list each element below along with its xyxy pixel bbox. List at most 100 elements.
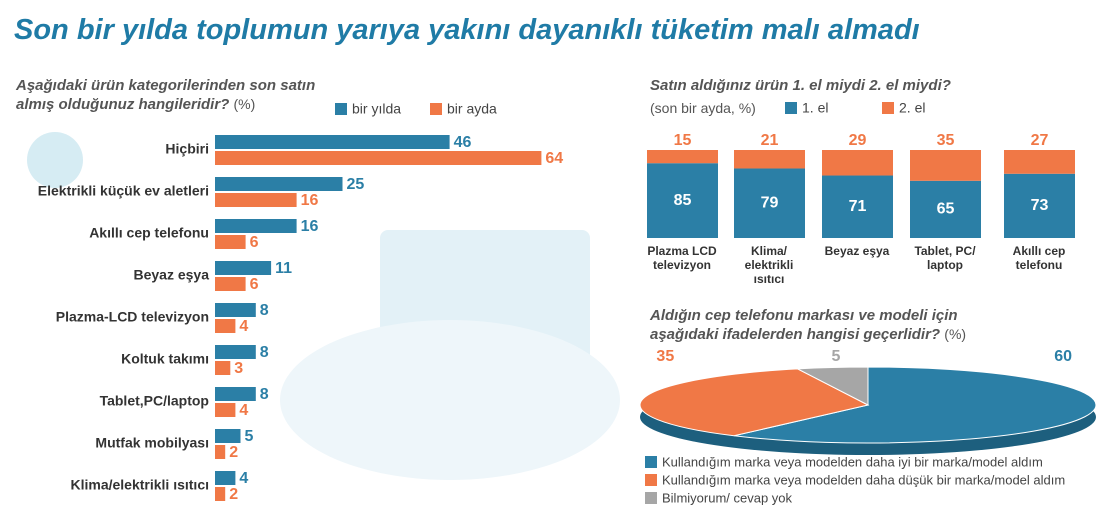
legend-label: bir yılda [352, 101, 401, 117]
bar-segment [734, 168, 805, 238]
bar [215, 235, 246, 249]
bar [215, 193, 297, 207]
legend-label: Bilmiyorum/ cevap yok [662, 490, 793, 505]
question: Satın aldığınız ürün 1. el miydi 2. el m… [650, 77, 951, 94]
category-label: Hiçbiri [165, 141, 209, 157]
value-label: 29 [849, 132, 867, 149]
unit: (%) [944, 326, 967, 342]
value-label: 6 [250, 276, 259, 293]
legend-swatch [785, 102, 797, 114]
bar [215, 445, 226, 459]
bar-segment [647, 150, 718, 164]
unit: (%) [233, 96, 256, 112]
bar-segment [910, 150, 981, 181]
question-text: Aşağıdaki ürün kategorilerinden son satı… [16, 77, 316, 113]
pie-slice [733, 366, 1097, 444]
category-label: Akıllı cep telefonu [89, 225, 209, 241]
bar [215, 471, 236, 485]
value-label: 64 [545, 150, 563, 167]
bar-segment [822, 175, 893, 238]
pie-slice [795, 366, 869, 406]
bar [215, 277, 246, 291]
bar [215, 319, 236, 333]
value-label: 8 [260, 386, 269, 403]
bar [215, 429, 241, 443]
value-label: 27 [1031, 132, 1049, 149]
value-label: 4 [239, 402, 248, 419]
value-label: 46 [454, 134, 472, 151]
value-label: 11 [275, 260, 292, 277]
bar [215, 361, 231, 375]
bar-segment [1004, 150, 1075, 174]
value-label: 4 [239, 470, 248, 487]
legend-label: 1. el [802, 100, 828, 116]
category-label: Tablet,PC/laptop [100, 393, 209, 409]
subtitle: (son bir ayda, %) [650, 100, 756, 116]
legend-swatch [430, 103, 442, 115]
pie-slice [639, 368, 870, 437]
value-label: 2 [229, 444, 238, 461]
bar [215, 487, 226, 501]
bar-segment [822, 150, 893, 176]
bar-segment [1004, 173, 1075, 238]
value-label: 60 [1054, 348, 1072, 365]
question: Aldığın cep telefonu markası ve modeli i… [650, 306, 1010, 344]
value-label: 5 [831, 348, 840, 365]
headline: Son bir yılda toplumun yarıya yakını day… [14, 14, 920, 46]
value-label: 8 [260, 344, 269, 361]
legend-label: 2. el [899, 100, 925, 116]
bar [215, 387, 256, 401]
value-label: 65 [937, 201, 955, 218]
value-label: 85 [674, 192, 692, 209]
value-label: 25 [347, 176, 365, 193]
value-label: 3 [234, 360, 243, 377]
value-label: 35 [656, 348, 674, 365]
bar-segment [647, 163, 718, 238]
bar-segment [734, 150, 805, 169]
value-label: 21 [761, 132, 779, 149]
decor-base [280, 320, 620, 480]
value-label: 15 [674, 132, 692, 149]
value-label: 8 [260, 302, 269, 319]
category-label: Koltuk takımı [121, 351, 209, 367]
bar [215, 219, 297, 233]
value-label: 6 [250, 234, 259, 251]
value-label: 79 [761, 194, 779, 211]
bar [215, 303, 256, 317]
value-label: 5 [245, 428, 254, 445]
bar [215, 345, 256, 359]
value-label: 16 [301, 218, 319, 235]
value-label: 2 [229, 486, 238, 503]
category-label: Akıllı cep telefonu [1012, 244, 1066, 272]
legend-label: Kullandığım marka veya modelden daha düş… [662, 472, 1065, 487]
bar [215, 135, 450, 149]
category-label: Tablet, PC/ laptop [914, 244, 976, 272]
value-label: 4 [239, 318, 248, 335]
value-label: 16 [301, 192, 319, 209]
legend-swatch [335, 103, 347, 115]
legend-swatch [882, 102, 894, 114]
category-label: Beyaz eşya [824, 244, 890, 258]
legend-label: Kullandığım marka veya modelden daha iyi… [662, 454, 1043, 469]
value-label: 35 [937, 132, 955, 149]
legend-swatch [645, 456, 657, 468]
value-label: 73 [1031, 197, 1049, 214]
bar [215, 177, 343, 191]
category-label: Klima/ elektrikli ısıtıcı [744, 244, 794, 286]
bar [215, 403, 236, 417]
legend-label: bir ayda [447, 101, 497, 117]
value-label: 71 [849, 198, 867, 215]
category-label: Beyaz eşya [133, 267, 209, 283]
legend-swatch [645, 492, 657, 504]
category-label: Plazma-LCD televizyon [56, 309, 209, 325]
bar [215, 151, 542, 165]
bar-segment [910, 180, 981, 238]
category-label: Plazma LCD televizyon [647, 244, 717, 272]
category-label: Klima/elektrikli ısıtıcı [70, 477, 209, 493]
category-label: Elektrikli küçük ev aletleri [38, 183, 209, 199]
legend-swatch [645, 474, 657, 486]
question-text: Aldığın cep telefonu markası ve modeli i… [650, 307, 958, 343]
decor-icon [27, 132, 83, 188]
